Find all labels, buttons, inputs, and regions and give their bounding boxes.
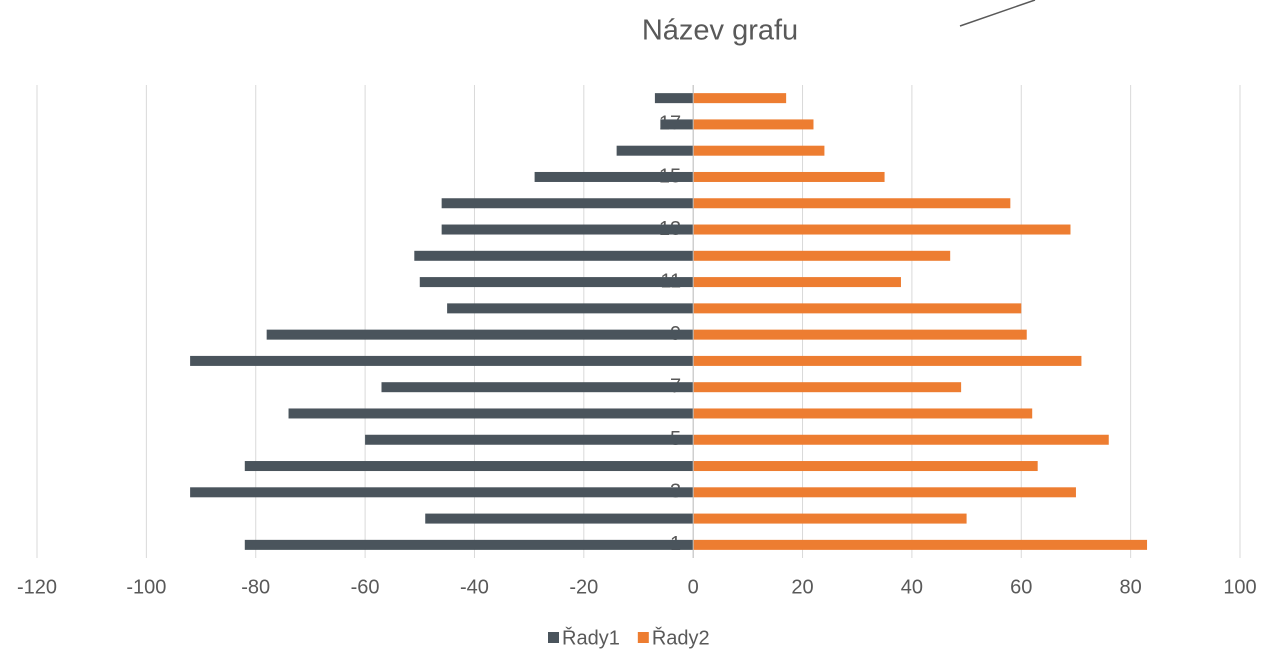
bar xyxy=(693,198,1011,209)
bar xyxy=(693,329,1027,340)
bar xyxy=(244,539,694,550)
bar xyxy=(693,277,901,288)
bar xyxy=(693,171,885,182)
x-tick-label: 60 xyxy=(1010,576,1032,598)
bar xyxy=(190,487,694,498)
legend-swatch xyxy=(637,632,649,643)
bar xyxy=(288,408,694,419)
bar xyxy=(693,224,1071,235)
x-tick-label: -60 xyxy=(351,576,380,598)
legend-label: Řady2 xyxy=(652,626,710,649)
bar xyxy=(660,119,694,130)
bar xyxy=(447,303,694,314)
bar xyxy=(414,250,694,261)
bar xyxy=(693,250,951,261)
bar xyxy=(693,539,1148,550)
bar xyxy=(693,145,825,156)
bar xyxy=(693,119,814,130)
x-tick-label: 80 xyxy=(1120,576,1142,598)
legend-label: Řady1 xyxy=(562,626,620,649)
bar xyxy=(693,93,787,104)
x-tick-label: 100 xyxy=(1223,576,1256,598)
bar xyxy=(693,487,1076,498)
bar xyxy=(693,355,1082,366)
bar xyxy=(365,434,694,445)
x-tick-label: 0 xyxy=(688,576,699,598)
x-tick-label: -80 xyxy=(241,576,270,598)
x-tick-label: -120 xyxy=(17,576,57,598)
x-tick-label: 40 xyxy=(901,576,923,598)
bar xyxy=(693,513,967,524)
bar xyxy=(266,329,694,340)
x-tick-label: -40 xyxy=(460,576,489,598)
bar xyxy=(441,198,694,209)
bar xyxy=(616,145,694,156)
bar xyxy=(693,434,1109,445)
x-tick-label: -20 xyxy=(569,576,598,598)
decoration-line xyxy=(959,0,1036,27)
chart-title: Název grafu xyxy=(642,15,798,47)
bar xyxy=(654,93,694,104)
bar xyxy=(693,461,1038,472)
x-tick-label: -100 xyxy=(126,576,166,598)
bar xyxy=(425,513,694,524)
bar xyxy=(534,171,694,182)
bar xyxy=(693,408,1033,419)
bar xyxy=(190,355,694,366)
bar xyxy=(693,382,962,393)
x-tick-label: 20 xyxy=(791,576,813,598)
bar xyxy=(693,303,1022,314)
legend-swatch xyxy=(548,632,559,643)
bar xyxy=(381,382,694,393)
bar xyxy=(419,277,694,288)
bar xyxy=(441,224,694,235)
bar xyxy=(244,461,694,472)
